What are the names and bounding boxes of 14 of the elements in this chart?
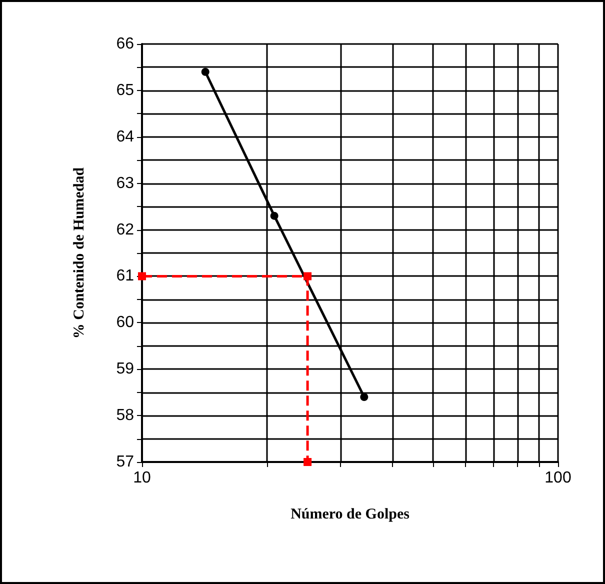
y-tick-label: 62: [116, 221, 134, 238]
y-tick-label: 61: [116, 268, 134, 285]
x-axis-title: Número de Golpes: [290, 506, 410, 522]
y-tick-label: 58: [116, 407, 134, 424]
y-tick-label: 65: [116, 82, 134, 99]
y-axis-title: % Contenido de Humedad: [72, 166, 88, 339]
y-tick-label: 57: [116, 454, 134, 470]
y-tick-label: 59: [116, 360, 134, 378]
y-tick-label: 66: [116, 36, 134, 52]
y-tick-label: 60: [116, 314, 134, 332]
x-tick-label: 10: [133, 470, 151, 486]
y-tick-label: 64: [116, 128, 134, 146]
y-tick-label: 63: [116, 174, 134, 192]
x-tick-label: 100: [544, 470, 572, 486]
